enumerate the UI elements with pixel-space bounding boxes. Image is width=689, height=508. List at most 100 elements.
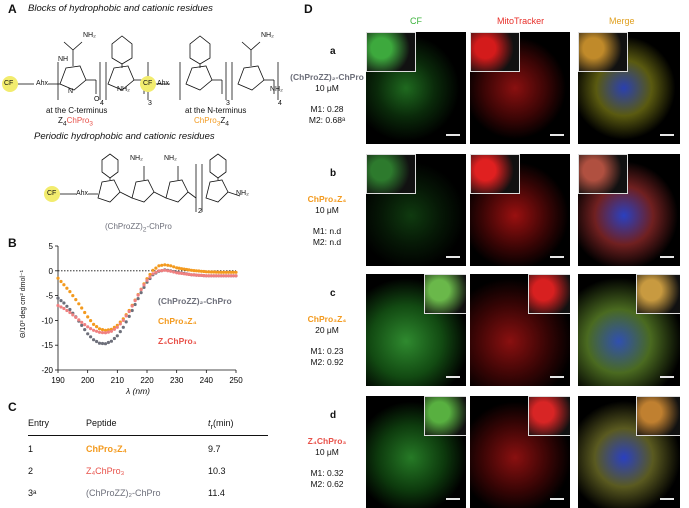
series-point-1 [95, 325, 99, 329]
merge-micrograph [578, 396, 680, 508]
series-point-1 [103, 328, 108, 332]
series-point-1 [100, 328, 105, 332]
series-point-0 [121, 325, 125, 329]
series-point-1 [204, 270, 208, 274]
cd-x-axis-label: λ (nm) [126, 386, 151, 396]
row-peptide: ChPro₃Z₄ [307, 314, 347, 324]
series-point-0 [142, 285, 146, 289]
series-point-1 [163, 263, 167, 267]
nh2-label: NH₂ [130, 155, 143, 162]
series-point-2 [166, 269, 170, 273]
peptide-name-z4chpro3: Z4ChPro3 [58, 116, 93, 128]
series-point-1 [89, 319, 93, 323]
series-point-0 [95, 339, 99, 344]
o-label: O [94, 96, 100, 103]
series-point-2 [71, 313, 75, 317]
series-point-2 [194, 273, 198, 277]
scale-bar [660, 498, 674, 500]
series-point-0 [65, 304, 69, 308]
peptide-name-chprozz2-chpro: (ChProZZ)2-ChPro [105, 222, 172, 234]
series-point-0 [106, 340, 110, 345]
series-point-2 [234, 274, 238, 278]
series-point-0 [92, 338, 96, 342]
cf-micrograph [366, 274, 466, 386]
series-point-2 [80, 320, 84, 324]
row-letter: b [330, 168, 337, 179]
series-point-1 [56, 276, 60, 280]
series-point-0 [127, 314, 131, 318]
subscript-2: 2 [198, 208, 202, 215]
series-point-0 [89, 335, 93, 339]
label-n-terminus: at the N-terminus [185, 106, 247, 115]
series-point-2 [74, 315, 78, 319]
series-point-2 [180, 271, 184, 275]
series-point-2 [163, 268, 167, 272]
series-point-0 [56, 296, 60, 300]
series-point-2 [133, 299, 137, 303]
column-cf: CF [410, 16, 422, 26]
zoom-inset [470, 154, 520, 194]
series-point-1 [97, 327, 102, 331]
series-point-2 [157, 269, 161, 273]
series-point-2 [202, 274, 206, 278]
series-point-2 [154, 270, 158, 274]
row-condition: ChPro₃Z₄ 10 μM M1: n.d M2: n.d [286, 194, 368, 248]
x-tick-label: 250 [229, 376, 243, 385]
header-peptide: Peptide [86, 418, 117, 428]
series-point-2 [207, 274, 211, 278]
row-letter: c [330, 288, 336, 299]
series-point-2 [151, 272, 155, 276]
series-point-0 [59, 299, 63, 303]
series-point-2 [197, 273, 201, 277]
series-point-2 [209, 274, 213, 278]
series-point-0 [100, 341, 105, 346]
series-point-0 [86, 332, 90, 336]
panel-d-letter: D [304, 2, 313, 16]
nh2-label: NH₂ [261, 32, 274, 39]
row-conc: 10 μM [315, 447, 339, 457]
series-point-2 [214, 274, 218, 278]
series-point-0 [130, 308, 134, 313]
series-point-2 [136, 293, 140, 297]
row-letter: a [330, 46, 336, 57]
series-point-1 [187, 268, 191, 272]
row-m1: M1: 0.23 [310, 346, 344, 356]
series-point-2 [86, 325, 90, 329]
row-peptide: (ChProZZ)₂-ChPro [290, 72, 364, 82]
series-point-1 [185, 267, 189, 272]
series-point-2 [77, 318, 81, 322]
series-point-1 [68, 290, 72, 294]
series-point-2 [199, 273, 203, 277]
cf-micrograph [366, 396, 466, 508]
panel-b-letter: B [8, 236, 17, 250]
nh2-label: NH₂ [236, 190, 249, 197]
series-point-2 [169, 269, 173, 273]
row-conc: 20 μM [315, 325, 339, 335]
series-point-2 [56, 303, 60, 308]
zoom-inset [578, 154, 628, 194]
row-m2: M2: n.d [312, 237, 342, 247]
structure-periodic [44, 153, 241, 212]
series-point-1 [207, 270, 211, 274]
nh-label: NH [58, 56, 69, 63]
series-point-1 [182, 267, 186, 271]
legend-z4chpro3: Z₄ChPro₃ [158, 336, 197, 346]
series-point-2 [83, 323, 87, 327]
series-point-1 [199, 269, 203, 273]
legend-chpro3z4: ChPro₃Z₄ [158, 316, 197, 326]
series-point-1 [71, 294, 75, 298]
series-point-2 [100, 331, 105, 335]
series-point-1 [77, 302, 81, 306]
series-point-2 [189, 273, 194, 277]
retention-table: Entry Peptide tr(min) 1 ChPro₃Z₄ 9.7 2 Z… [28, 418, 268, 498]
series-point-2 [118, 322, 122, 326]
series-point-2 [59, 305, 63, 309]
series-point-2 [65, 308, 69, 313]
series-point-2 [112, 327, 116, 331]
scale-bar [446, 376, 460, 378]
series-point-2 [231, 274, 236, 278]
table-row: 1 ChPro₃Z₄ 9.7 [28, 443, 221, 454]
series-point-1 [222, 270, 226, 274]
cf-label: CF [4, 80, 14, 87]
series-point-2 [224, 274, 228, 278]
